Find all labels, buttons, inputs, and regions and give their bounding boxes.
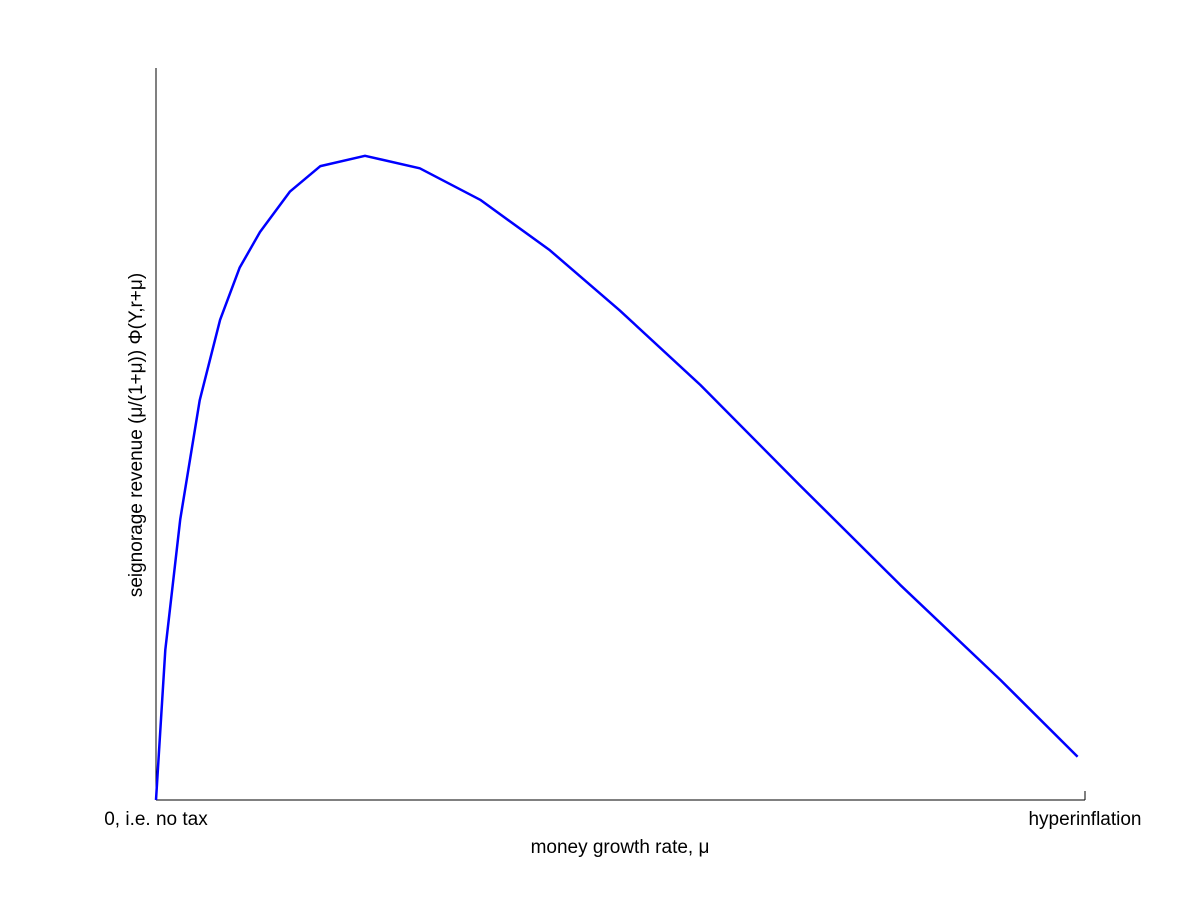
x-tick-label: 0, i.e. no tax [104,809,208,830]
x-axis-label: money growth rate, μ [531,837,710,858]
line [154,154,1079,801]
y-axis-label: seignorage revenue (μ/(1+μ)) Φ(Y,r+μ) [126,273,147,597]
x-tick-label: hyperinflation [1028,809,1141,830]
